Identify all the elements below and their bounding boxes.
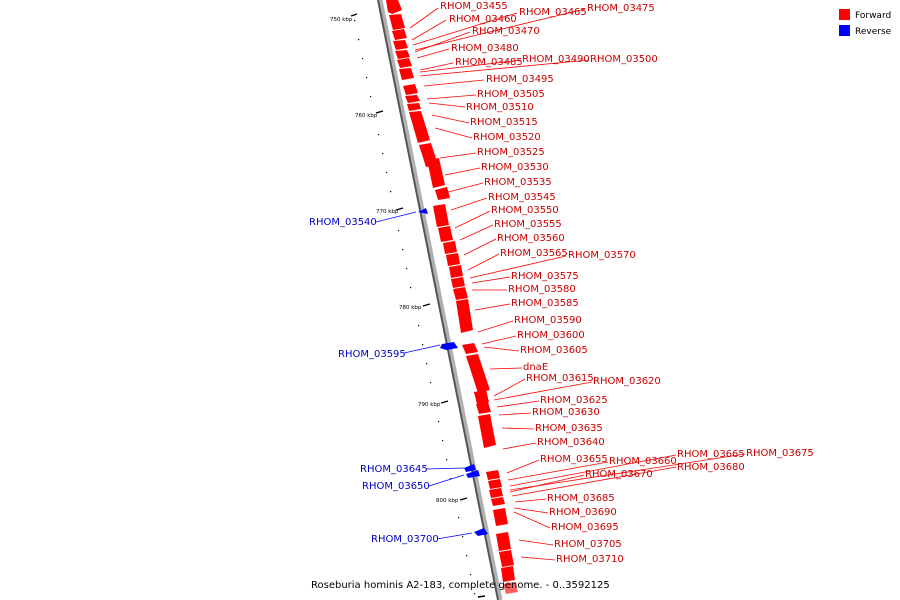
reverse-leaders — [375, 211, 473, 540]
gene-label[interactable]: dnaE — [523, 362, 548, 373]
gene-label[interactable]: RHOM_03595 — [338, 349, 406, 360]
gene-label[interactable]: RHOM_03655 — [540, 454, 608, 465]
gene-label[interactable]: RHOM_03680 — [677, 462, 745, 473]
gene-label[interactable]: RHOM_03500 — [590, 54, 658, 65]
gene-label[interactable]: RHOM_03665 — [677, 449, 745, 460]
gene-label[interactable]: RHOM_03550 — [491, 205, 559, 216]
forward-genes — [386, 0, 518, 594]
gene-label[interactable]: RHOM_03525 — [477, 147, 545, 158]
gene-label[interactable]: RHOM_03575 — [511, 271, 579, 282]
tick-label: 770 kbp — [376, 209, 399, 215]
legend-reverse-label: Reverse — [855, 27, 892, 37]
gene-label[interactable]: RHOM_03590 — [514, 315, 582, 326]
gene-label[interactable]: RHOM_03630 — [532, 407, 600, 418]
gene-label[interactable]: RHOM_03560 — [497, 233, 565, 244]
tick-label: 750 kbp — [330, 17, 353, 23]
tick-label: 760 kbp — [355, 113, 378, 119]
gene-label[interactable]: RHOM_03710 — [556, 554, 624, 565]
gene-label[interactable]: RHOM_03700 — [371, 534, 439, 545]
legend-reverse-swatch — [839, 25, 850, 36]
reverse-genes — [418, 208, 488, 536]
gene-label[interactable]: RHOM_03600 — [517, 330, 585, 341]
gene-label[interactable]: RHOM_03580 — [508, 284, 576, 295]
gene-label[interactable]: RHOM_03480 — [451, 43, 519, 54]
gene-label[interactable]: RHOM_03685 — [547, 493, 615, 504]
tick-label: 800 kbp — [436, 498, 459, 504]
genome-caption: Roseburia hominis A2-183, complete genom… — [311, 580, 610, 591]
gene-label[interactable]: RHOM_03540 — [309, 217, 377, 228]
tick-label: 790 kbp — [418, 402, 441, 408]
gene-label[interactable]: RHOM_03690 — [549, 507, 617, 518]
legend-forward-swatch — [839, 9, 850, 20]
genome-axis — [377, 0, 499, 600]
tick-label: 780 kbp — [399, 305, 422, 311]
legend-forward-label: Forward — [855, 11, 891, 21]
gene-label[interactable]: RHOM_03555 — [494, 219, 562, 230]
gene-label[interactable]: RHOM_03705 — [554, 539, 622, 550]
gene-label[interactable]: RHOM_03510 — [466, 102, 534, 113]
gene-label[interactable]: RHOM_03605 — [520, 345, 588, 356]
gene-label[interactable]: RHOM_03545 — [488, 192, 556, 203]
gene-label[interactable]: RHOM_03495 — [486, 74, 554, 85]
gene-label[interactable]: RHOM_03675 — [746, 448, 814, 459]
gene-label[interactable]: RHOM_03640 — [537, 437, 605, 448]
gene-label[interactable]: RHOM_03615 — [526, 373, 594, 384]
major-ticks — [350, 13, 486, 598]
forward-leaders — [409, 7, 746, 561]
gene-label[interactable]: RHOM_03695 — [551, 522, 619, 533]
gene-label[interactable]: RHOM_03625 — [540, 395, 608, 406]
gene-label[interactable]: RHOM_03585 — [511, 298, 579, 309]
gene-label[interactable]: RHOM_03520 — [473, 132, 541, 143]
gene-label[interactable]: RHOM_03455 — [440, 1, 508, 12]
reverse-labels: RHOM_03540 RHOM_03595 RHOM_03645 RHOM_03… — [309, 217, 439, 545]
gene-label[interactable]: RHOM_03635 — [535, 423, 603, 434]
gene-label[interactable]: RHOM_03515 — [470, 117, 538, 128]
gene-label[interactable]: RHOM_03570 — [568, 250, 636, 261]
gene-label[interactable]: RHOM_03620 — [593, 376, 661, 387]
gene-label[interactable]: RHOM_03535 — [484, 177, 552, 188]
gene-label[interactable]: RHOM_03670 — [585, 469, 653, 480]
legend: Forward Reverse — [839, 9, 892, 37]
gene-label[interactable]: RHOM_03645 — [360, 464, 428, 475]
forward-labels: RHOM_03455 RHOM_03460 RHOM_03465 RHOM_03… — [440, 1, 814, 565]
gene-label[interactable]: RHOM_03660 — [609, 456, 677, 467]
gene-label[interactable]: RHOM_03470 — [472, 26, 540, 37]
gene-label[interactable]: RHOM_03460 — [449, 14, 517, 25]
gene-label[interactable]: RHOM_03650 — [362, 481, 430, 492]
gene-label[interactable]: RHOM_03485 — [455, 57, 523, 68]
gene-label[interactable]: RHOM_03530 — [481, 162, 549, 173]
gene-label[interactable]: RHOM_03505 — [477, 89, 545, 100]
gene-label[interactable]: RHOM_03475 — [587, 3, 655, 14]
gene-label[interactable]: RHOM_03490 — [522, 54, 590, 65]
axis-shadow — [377, 0, 503, 600]
gene-label[interactable]: RHOM_03565 — [500, 248, 568, 259]
gene-label[interactable]: RHOM_03465 — [519, 7, 587, 18]
minor-ticks — [354, 20, 476, 595]
